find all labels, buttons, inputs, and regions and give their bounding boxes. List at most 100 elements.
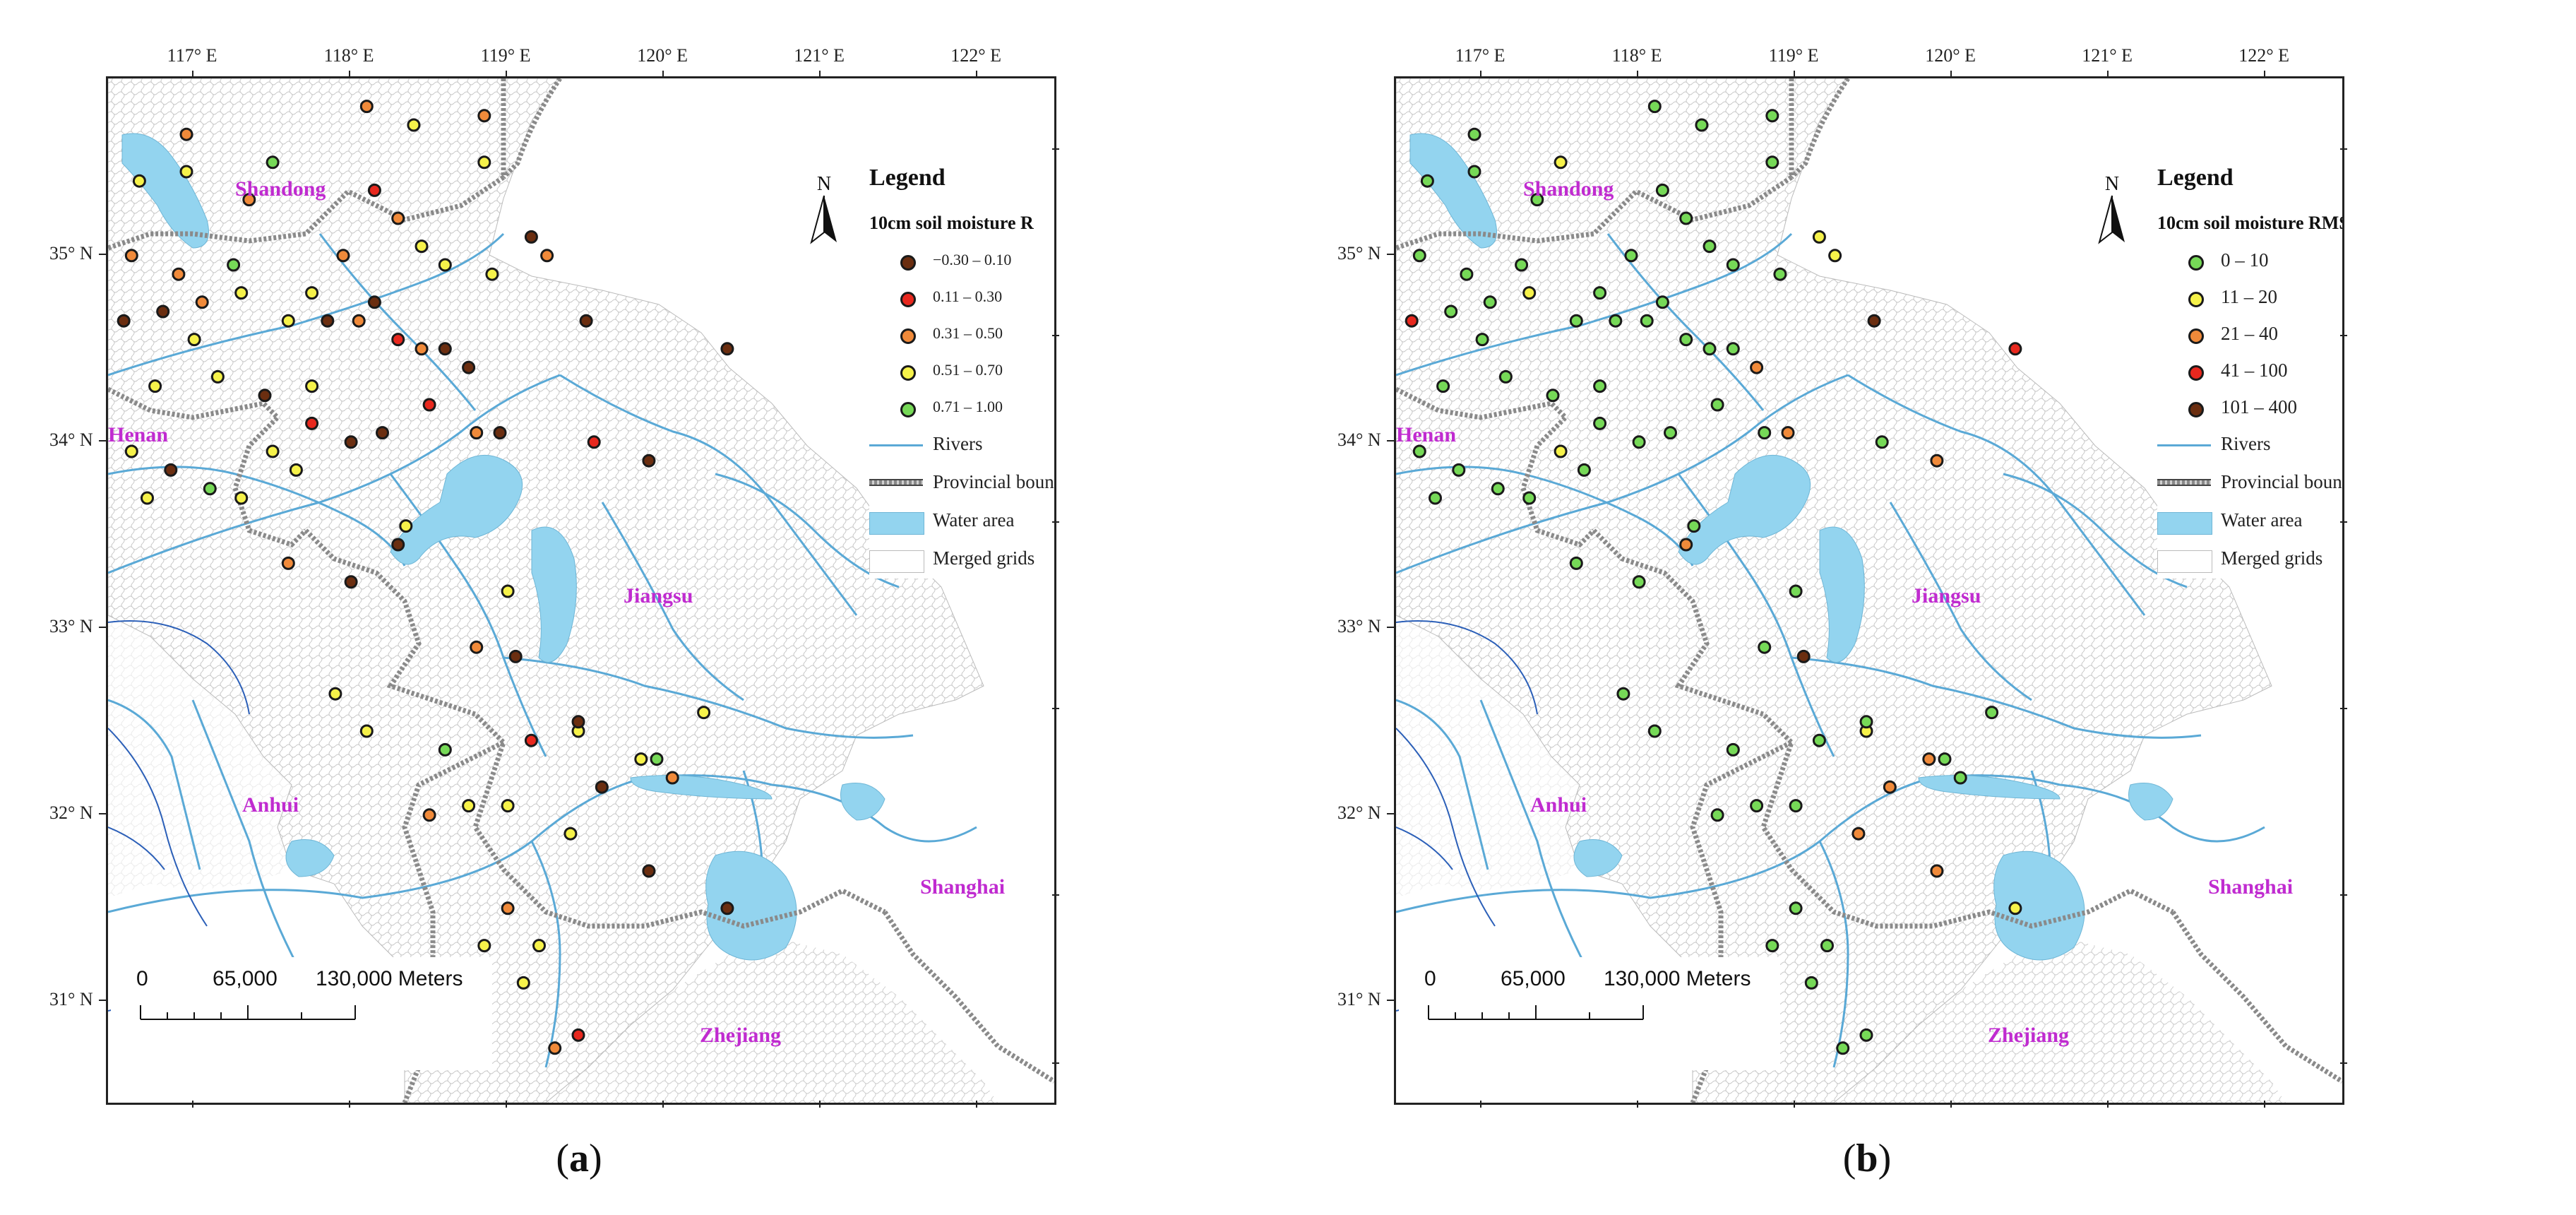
station-point[interactable] [1664,426,1677,440]
station-point[interactable] [281,314,295,328]
station-point[interactable] [1475,333,1489,347]
station-point[interactable] [179,127,193,141]
station-point[interactable] [336,249,350,263]
station-point[interactable] [258,389,272,403]
station-point[interactable] [124,249,138,263]
station-point[interactable] [540,249,554,263]
station-point[interactable] [1632,575,1646,589]
station-point[interactable] [305,379,319,393]
station-point[interactable] [1852,826,1866,841]
station-point[interactable] [1679,538,1693,552]
station-point[interactable] [470,426,484,440]
station-point[interactable] [595,780,609,794]
station-point[interactable] [227,258,241,272]
map-frame[interactable]: Shandong Henan Jiangsu Anhui Shanghai Zh… [1394,76,2344,1105]
station-point[interactable] [1624,249,1638,263]
station-point[interactable] [1726,742,1740,757]
station-point[interactable] [1522,286,1537,300]
station-point[interactable] [720,901,734,915]
station-point[interactable] [571,715,585,729]
station-point[interactable] [462,360,476,374]
station-point[interactable] [1632,435,1646,449]
station-point[interactable] [2008,342,2022,356]
station-point[interactable] [141,491,154,505]
station-point[interactable] [328,687,342,701]
station-point[interactable] [1750,799,1764,813]
station-point[interactable] [501,584,515,598]
station-point[interactable] [391,211,405,225]
station-point[interactable] [665,771,679,785]
station-point[interactable] [564,826,578,841]
station-point[interactable] [156,304,170,319]
station-point[interactable] [642,864,656,878]
station-point[interactable] [1491,482,1505,496]
station-point[interactable] [305,286,319,300]
station-point[interactable] [1883,780,1897,794]
station-point[interactable] [359,724,374,738]
station-point[interactable] [1647,724,1662,738]
station-point[interactable] [148,379,162,393]
station-point[interactable] [1781,426,1795,440]
station-point[interactable] [1875,435,1889,449]
station-point[interactable] [234,491,249,505]
station-point[interactable] [1593,379,1607,393]
station-point[interactable] [1804,976,1818,990]
station-point[interactable] [1938,752,1952,766]
station-point[interactable] [391,333,405,347]
station-point[interactable] [1444,304,1458,319]
station-point[interactable] [501,799,515,813]
station-point[interactable] [1569,556,1583,570]
station-point[interactable] [501,901,515,915]
station-point[interactable] [634,752,648,766]
station-point[interactable] [321,314,335,328]
station-point[interactable] [532,939,546,953]
station-point[interactable] [579,314,593,328]
station-point[interactable] [407,118,421,132]
station-point[interactable] [720,342,734,356]
station-point[interactable] [1655,183,1669,197]
station-point[interactable] [266,444,280,458]
station-point[interactable] [438,342,452,356]
station-point[interactable] [438,742,452,757]
station-point[interactable] [493,426,507,440]
station-point[interactable] [124,444,138,458]
station-point[interactable] [1758,640,1772,654]
station-point[interactable] [1515,258,1529,272]
station-point[interactable] [1922,752,1936,766]
station-point[interactable] [477,939,491,953]
station-point[interactable] [470,640,484,654]
station-point[interactable] [367,295,381,309]
station-point[interactable] [1420,174,1434,188]
station-point[interactable] [266,155,280,170]
station-point[interactable] [1695,118,1709,132]
station-point[interactable] [516,976,530,990]
station-point[interactable] [1812,733,1826,747]
station-point[interactable] [187,333,201,347]
station-point[interactable] [1467,165,1481,179]
station-point[interactable] [117,314,131,328]
station-point[interactable] [1460,267,1474,281]
station-point[interactable] [524,733,538,747]
station-point[interactable] [1609,314,1623,328]
station-point[interactable] [1796,649,1811,663]
station-point[interactable] [571,1028,585,1042]
station-point[interactable] [1789,799,1803,813]
station-point[interactable] [376,426,389,440]
station-point[interactable] [697,706,711,720]
station-point[interactable] [1429,491,1442,505]
station-point[interactable] [1412,249,1426,263]
station-point[interactable] [1765,939,1779,953]
station-point[interactable] [1773,267,1787,281]
station-point[interactable] [477,109,491,123]
station-point[interactable] [203,482,217,496]
station-point[interactable] [1593,286,1607,300]
station-point[interactable] [195,295,209,309]
station-point[interactable] [164,463,178,477]
station-point[interactable] [548,1041,562,1055]
station-point[interactable] [281,556,295,570]
station-point[interactable] [352,314,366,328]
station-point[interactable] [234,286,249,300]
station-point[interactable] [1703,239,1717,254]
station-point[interactable] [438,258,452,272]
station-point[interactable] [477,155,491,170]
